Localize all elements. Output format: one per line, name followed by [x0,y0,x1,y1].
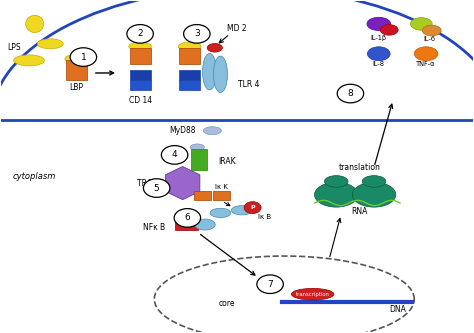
Circle shape [244,202,261,213]
Text: DNA: DNA [389,305,406,314]
Ellipse shape [352,182,396,207]
Ellipse shape [129,42,152,51]
Ellipse shape [37,39,64,49]
Bar [174,219,198,230]
Ellipse shape [14,55,45,66]
Text: CD 14: CD 14 [128,96,152,105]
Bar [191,149,207,170]
Ellipse shape [210,208,231,217]
Bar [130,80,151,90]
Bar [194,191,211,200]
Ellipse shape [380,25,398,35]
Bar [130,48,151,64]
Text: IL-8: IL-8 [373,61,385,67]
Text: translation: translation [339,163,381,172]
Ellipse shape [231,206,252,215]
Text: LPS: LPS [7,43,21,52]
Ellipse shape [367,17,391,31]
Ellipse shape [362,175,386,187]
Ellipse shape [178,42,201,51]
Text: IRAK: IRAK [218,157,236,166]
Text: cytoplasm: cytoplasm [13,172,56,181]
Ellipse shape [292,288,334,300]
Bar [66,60,87,80]
Circle shape [144,179,170,197]
Text: Iκ K: Iκ K [216,184,228,190]
Text: MyD88: MyD88 [169,126,196,135]
Text: NFκ B: NFκ B [143,223,165,232]
Ellipse shape [203,127,221,135]
Polygon shape [165,166,200,200]
Circle shape [257,275,283,293]
Text: TRAF 6: TRAF 6 [137,178,164,187]
Text: 8: 8 [347,89,353,98]
Text: RNA: RNA [352,207,368,216]
Ellipse shape [315,182,358,207]
Circle shape [161,146,188,164]
Text: 2: 2 [137,29,143,38]
Text: core: core [219,299,236,308]
Ellipse shape [414,47,438,61]
Text: 5: 5 [154,183,160,192]
Ellipse shape [190,144,204,151]
Bar [130,70,151,80]
Text: P: P [250,205,255,210]
Ellipse shape [422,25,441,36]
Text: MD 2: MD 2 [227,24,247,33]
Ellipse shape [367,47,390,61]
Circle shape [70,48,97,66]
Ellipse shape [410,18,432,30]
Text: TNF-α: TNF-α [416,61,436,67]
Ellipse shape [65,54,88,63]
Text: 3: 3 [194,29,200,38]
Text: transcription: transcription [296,292,329,297]
Circle shape [174,208,201,227]
Bar [213,191,230,200]
Circle shape [127,25,154,43]
Ellipse shape [26,15,44,33]
Ellipse shape [207,44,222,52]
Text: IL-6: IL-6 [424,36,436,42]
Ellipse shape [194,219,215,230]
Ellipse shape [324,175,348,187]
Text: 7: 7 [267,280,273,289]
Circle shape [337,84,364,103]
Circle shape [183,25,210,43]
Text: 1: 1 [81,53,86,62]
Ellipse shape [202,53,217,90]
Bar [179,80,200,90]
Text: 6: 6 [184,213,190,222]
Bar [179,70,200,80]
Ellipse shape [213,56,228,93]
Text: TLR 4: TLR 4 [238,80,259,89]
Bar [179,48,200,64]
Text: Iκ B: Iκ B [258,214,272,220]
Text: 4: 4 [172,151,177,160]
Text: IL-1β: IL-1β [371,35,387,41]
Text: LBP: LBP [69,83,83,93]
